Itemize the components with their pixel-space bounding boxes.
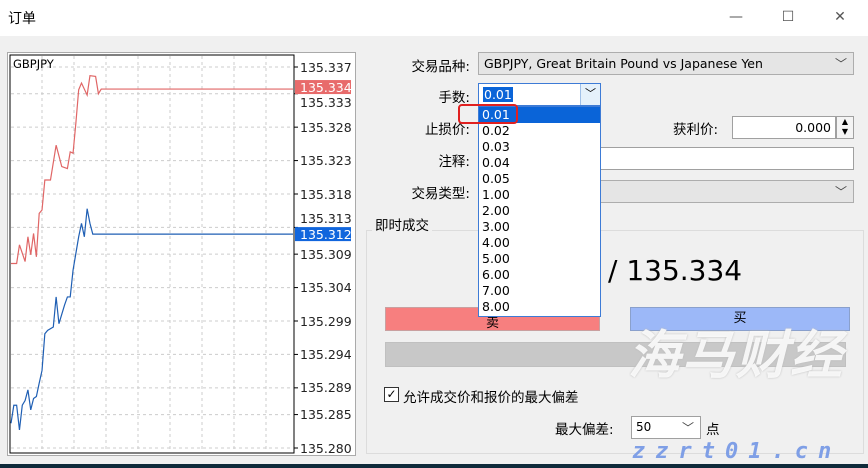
takeprofit-spinner[interactable]: ▲ ▼	[836, 116, 854, 139]
y-tick-label: 135.285	[300, 407, 352, 423]
title-bar: 订单 — ☐ ✕	[0, 0, 868, 36]
volume-option[interactable]: 2.00	[482, 203, 510, 218]
group-label: 即时成交	[372, 214, 432, 234]
highlight-box	[458, 104, 518, 124]
takeprofit-input[interactable]: 0.000	[732, 116, 836, 139]
bid-price-badge	[295, 227, 351, 242]
ask-price-badge	[295, 80, 351, 95]
points-label: 点	[706, 422, 720, 438]
instant-execution-group	[366, 230, 864, 454]
volume-option[interactable]: 5.00	[482, 251, 510, 266]
arrow-down-icon[interactable]: ▼	[841, 127, 849, 136]
ask-price-badge-text: 135.334	[300, 80, 352, 95]
y-tick-label: 135.280	[300, 440, 352, 456]
y-tick-label: 135.294	[300, 346, 352, 362]
y-tick-label: 135.318	[300, 186, 352, 202]
ask-line	[11, 75, 293, 265]
chevron-down-icon: ﹀	[834, 185, 847, 199]
arrow-up-icon[interactable]: ▲	[841, 117, 849, 126]
deviation-check-label: 允许成交价和报价的最大偏差	[403, 390, 579, 406]
bid-ask-price: / 135.334	[608, 254, 743, 287]
volume-option[interactable]: 4.00	[482, 235, 510, 250]
y-tick-label: 135.328	[300, 119, 352, 135]
chevron-down-icon: ﹀	[834, 57, 847, 71]
y-tick-label: 135.304	[300, 280, 352, 296]
stoploss-label: 止损价:	[424, 122, 470, 138]
window-title: 订单	[8, 11, 36, 27]
comment-label: 注释:	[438, 154, 470, 170]
y-tick-label: 135.323	[300, 153, 352, 169]
order-type-label: 交易类型:	[411, 186, 470, 202]
watermark-url: zzrt01.cn	[632, 439, 842, 464]
volume-dropdown-list[interactable]: 0.01 0.02 0.03 0.04 0.05 1.00 2.00 3.00 4.00 5.00…	[478, 106, 601, 317]
volume-option[interactable]: 0.01	[479, 107, 600, 123]
y-tick-label: 135.333	[300, 95, 352, 111]
max-deviation-value: 50	[636, 420, 652, 434]
chevron-down-icon: ﹀	[681, 421, 694, 435]
y-tick-label: 135.313	[300, 211, 352, 227]
bid-line	[10, 208, 293, 431]
buy-button[interactable]: 买	[630, 307, 850, 331]
maximize-button[interactable]: ☐	[781, 9, 795, 25]
chart-symbol: GBPJPY	[13, 57, 54, 71]
volume-option[interactable]: 0.04	[482, 155, 510, 170]
bid-price-badge-text: 135.312	[300, 227, 352, 242]
y-tick-label: 135.337	[300, 59, 352, 75]
sell-button-label: 卖	[485, 316, 499, 331]
deviation-checkbox[interactable]: ✓	[384, 387, 399, 402]
check-icon: ✓	[386, 387, 397, 401]
volume-option[interactable]: 0.03	[482, 139, 510, 154]
watermark-logo: 海马财经	[628, 326, 845, 386]
chevron-down-icon[interactable]: ﹀	[580, 84, 600, 105]
volume-label: 手数:	[438, 90, 470, 106]
volume-option[interactable]: 8.00	[482, 299, 510, 314]
status-bar	[385, 342, 846, 367]
close-button[interactable]: ✕	[834, 9, 846, 25]
volume-option[interactable]: 3.00	[482, 219, 510, 234]
y-tick-label: 135.299	[300, 313, 352, 329]
max-deviation-label: 最大偏差:	[555, 422, 614, 438]
volume-option[interactable]: 0.05	[482, 171, 510, 186]
taskbar-strip	[0, 464, 868, 468]
symbol-label: 交易品种:	[411, 59, 470, 75]
volume-option[interactable]: 0.02	[482, 123, 510, 138]
volume-value: 0.01	[483, 87, 513, 102]
volume-option[interactable]: 1.00	[482, 187, 510, 202]
volume-combo[interactable]: 0.01 ﹀	[478, 83, 601, 106]
minimize-button[interactable]: —	[729, 9, 743, 25]
y-tick-label: 135.289	[300, 380, 352, 396]
max-deviation-combo[interactable]: 50 ﹀	[631, 416, 701, 439]
takeprofit-label: 获利价:	[673, 122, 719, 138]
symbol-value: GBPJPY, Great Britain Pound vs Japanese …	[484, 56, 763, 71]
volume-option[interactable]: 6.00	[482, 267, 510, 282]
symbol-select[interactable]: GBPJPY, Great Britain Pound vs Japanese …	[478, 52, 854, 75]
y-tick-label: 135.309	[300, 246, 352, 262]
volume-option[interactable]: 7.00	[482, 283, 510, 298]
